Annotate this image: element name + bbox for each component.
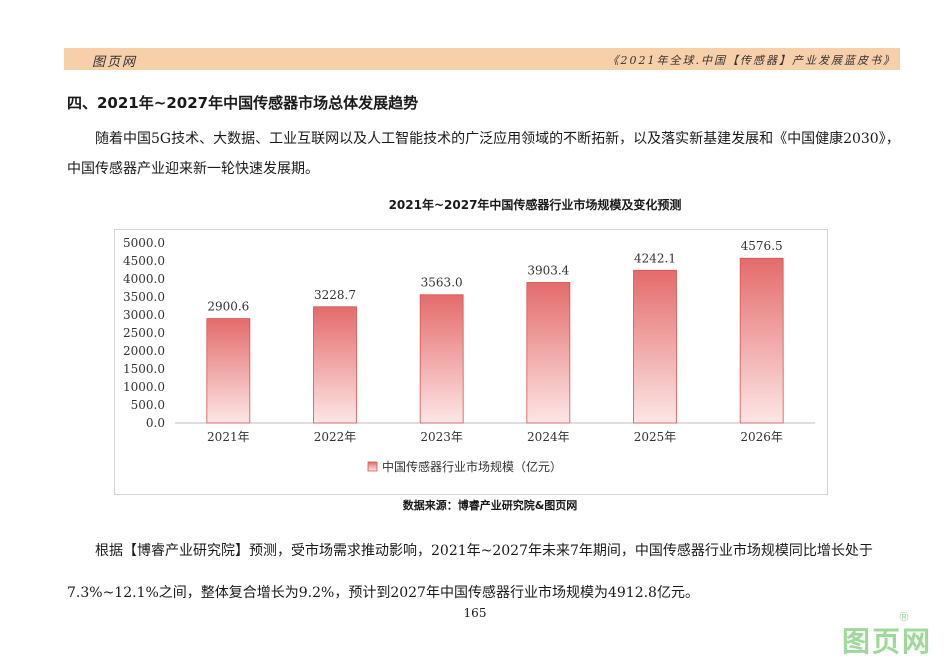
header-bar: 图页网 《2021年全球.中国【传感器】产业发展蓝皮书》 [64, 48, 900, 70]
section-heading: 四、2021年~2027年中国传感器市场总体发展趋势 [67, 94, 419, 112]
y-tick-label: 2000.0 [123, 344, 165, 358]
y-tick-label: 3000.0 [123, 308, 165, 322]
x-tick-label: 2022年 [314, 430, 357, 444]
y-tick-label: 0.0 [146, 416, 165, 430]
chart-title: 2021年~2027年中国传感器行业市场规模及变化预测 [388, 198, 682, 212]
header-brand: 图页网 [92, 55, 138, 70]
watermark-logo: 图页网 [841, 625, 932, 658]
bar-chart-svg: 0.0 500.0 1000.0 1500.0 2000.0 2500.0 3000.0 35… [123, 236, 815, 474]
y-tick-label: 2500.0 [123, 326, 165, 340]
data-source: 数据来源：博睿产业研究院&图页网 [402, 499, 578, 512]
bar [633, 269, 677, 424]
y-tick-label: 5000.0 [123, 236, 165, 250]
chart-legend: 中国传感器行业市场规模（亿元） [367, 459, 562, 474]
x-tick-label: 2023年 [420, 430, 463, 444]
forecast-paragraph: 根据【博睿产业研究院】预测，受市场需求推动影响，2021年~2027年未来7年期… [67, 543, 873, 601]
page-number: 165 [463, 606, 487, 620]
y-tick-label: 1500.0 [123, 362, 165, 376]
x-tick-label: 2025年 [634, 430, 677, 444]
header-book-title: 《2021年全球.中国【传感器】产业发展蓝皮书》 [607, 54, 896, 67]
data-label: 3228.7 [314, 288, 356, 302]
intro-paragraph: 随着中国5G技术、大数据、工业互联网以及人工智能技术的广泛应用领域的不断拓新，以… [67, 131, 900, 177]
bar [739, 257, 784, 424]
x-tick-label: 2021年 [207, 430, 250, 444]
y-tick-label: 4000.0 [123, 272, 165, 286]
bars [206, 257, 784, 424]
data-label: 3563.0 [421, 276, 463, 290]
x-axis-labels: 2021年 2022年 2023年 2024年 2025年 2026年 [207, 430, 783, 444]
y-axis-labels: 0.0 500.0 1000.0 1500.0 2000.0 2500.0 3000.0 35… [123, 236, 165, 430]
bar [313, 306, 357, 424]
x-tick-label: 2024年 [527, 430, 570, 444]
y-tick-label: 1000.0 [123, 380, 165, 394]
data-label: 2900.6 [207, 300, 249, 314]
bar [419, 294, 464, 424]
y-tick-label: 4500.0 [123, 254, 165, 268]
watermark-registered-mark: ® [898, 610, 910, 624]
y-tick-label: 3500.0 [123, 290, 165, 304]
bar [526, 282, 571, 424]
legend-label: 中国传感器行业市场规模（亿元） [382, 459, 562, 474]
bar-chart: 0.0 500.0 1000.0 1500.0 2000.0 2500.0 3000.0 35… [114, 229, 828, 495]
data-labels: 2900.6 3228.7 3563.0 3903.4 4242.1 4576.5 [207, 239, 782, 313]
data-label: 4242.1 [634, 251, 676, 265]
x-tick-label: 2026年 [740, 430, 783, 444]
data-label: 4576.5 [741, 239, 783, 253]
bar [206, 318, 251, 424]
legend-swatch [367, 461, 378, 472]
y-tick-label: 500.0 [131, 398, 165, 412]
data-label: 3903.4 [527, 263, 569, 277]
